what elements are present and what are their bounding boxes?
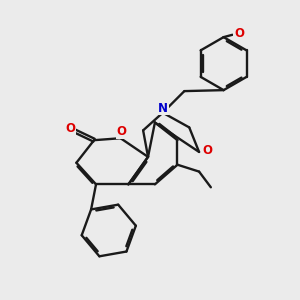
Text: O: O xyxy=(116,125,126,138)
Text: O: O xyxy=(234,27,244,40)
Text: O: O xyxy=(202,144,212,157)
Text: O: O xyxy=(65,122,76,134)
Text: N: N xyxy=(158,102,168,115)
